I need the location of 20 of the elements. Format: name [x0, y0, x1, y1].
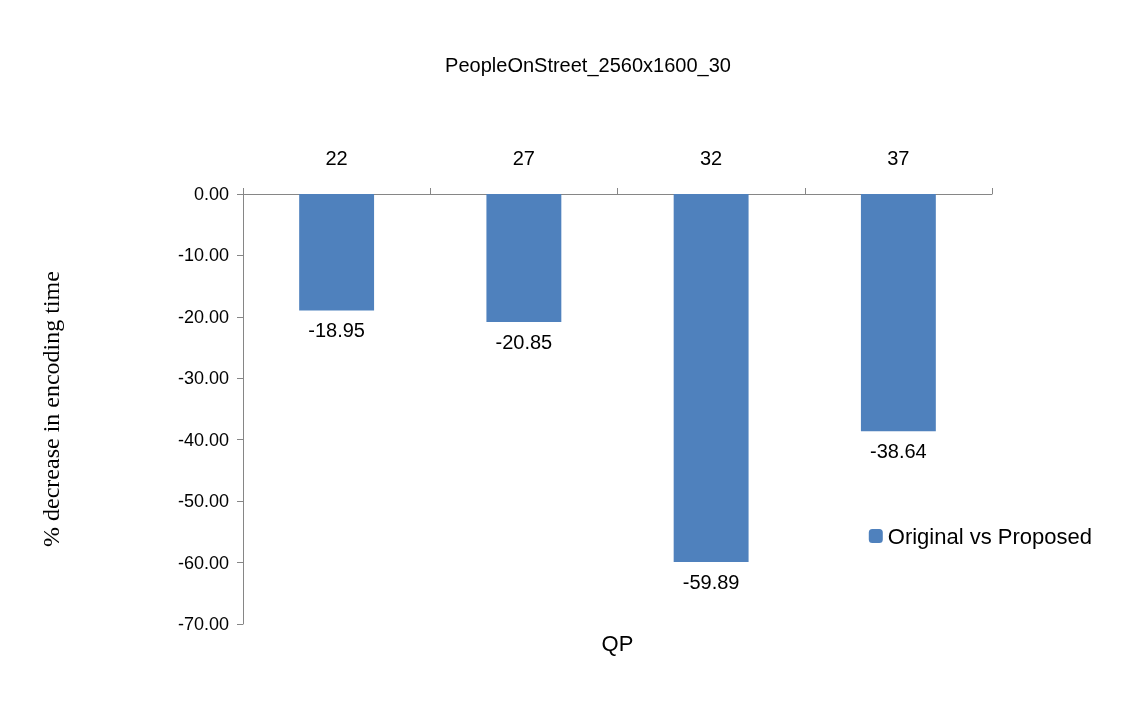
data-label: -59.89 [682, 570, 740, 593]
x-axis-title: QP [601, 630, 634, 656]
x-tick-label: 22 [325, 147, 348, 169]
y-tick-label: -70.00 [177, 614, 229, 634]
y-tick-label: -20.00 [177, 306, 229, 327]
x-tick-label: 32 [700, 147, 723, 169]
chart-title: PeopleOnStreet_2560x1600_30 [445, 54, 731, 77]
data-label: -38.64 [870, 440, 927, 463]
data-label: -20.85 [495, 331, 553, 354]
x-tick-label: 27 [512, 147, 535, 169]
legend-label: Original vs Proposed [887, 523, 1093, 549]
data-label: -18.95 [308, 319, 365, 342]
y-tick-label: -30.00 [177, 368, 229, 389]
x-tick-label: 37 [887, 147, 910, 169]
y-tick-label: 0.00 [193, 184, 229, 204]
y-tick-label: -40.00 [177, 429, 229, 450]
y-tick-label: -50.00 [177, 491, 229, 512]
y-tick-label: -60.00 [177, 552, 229, 573]
y-axis-title: % decrease in encoding time [38, 271, 64, 547]
y-tick-label: -10.00 [177, 245, 229, 266]
